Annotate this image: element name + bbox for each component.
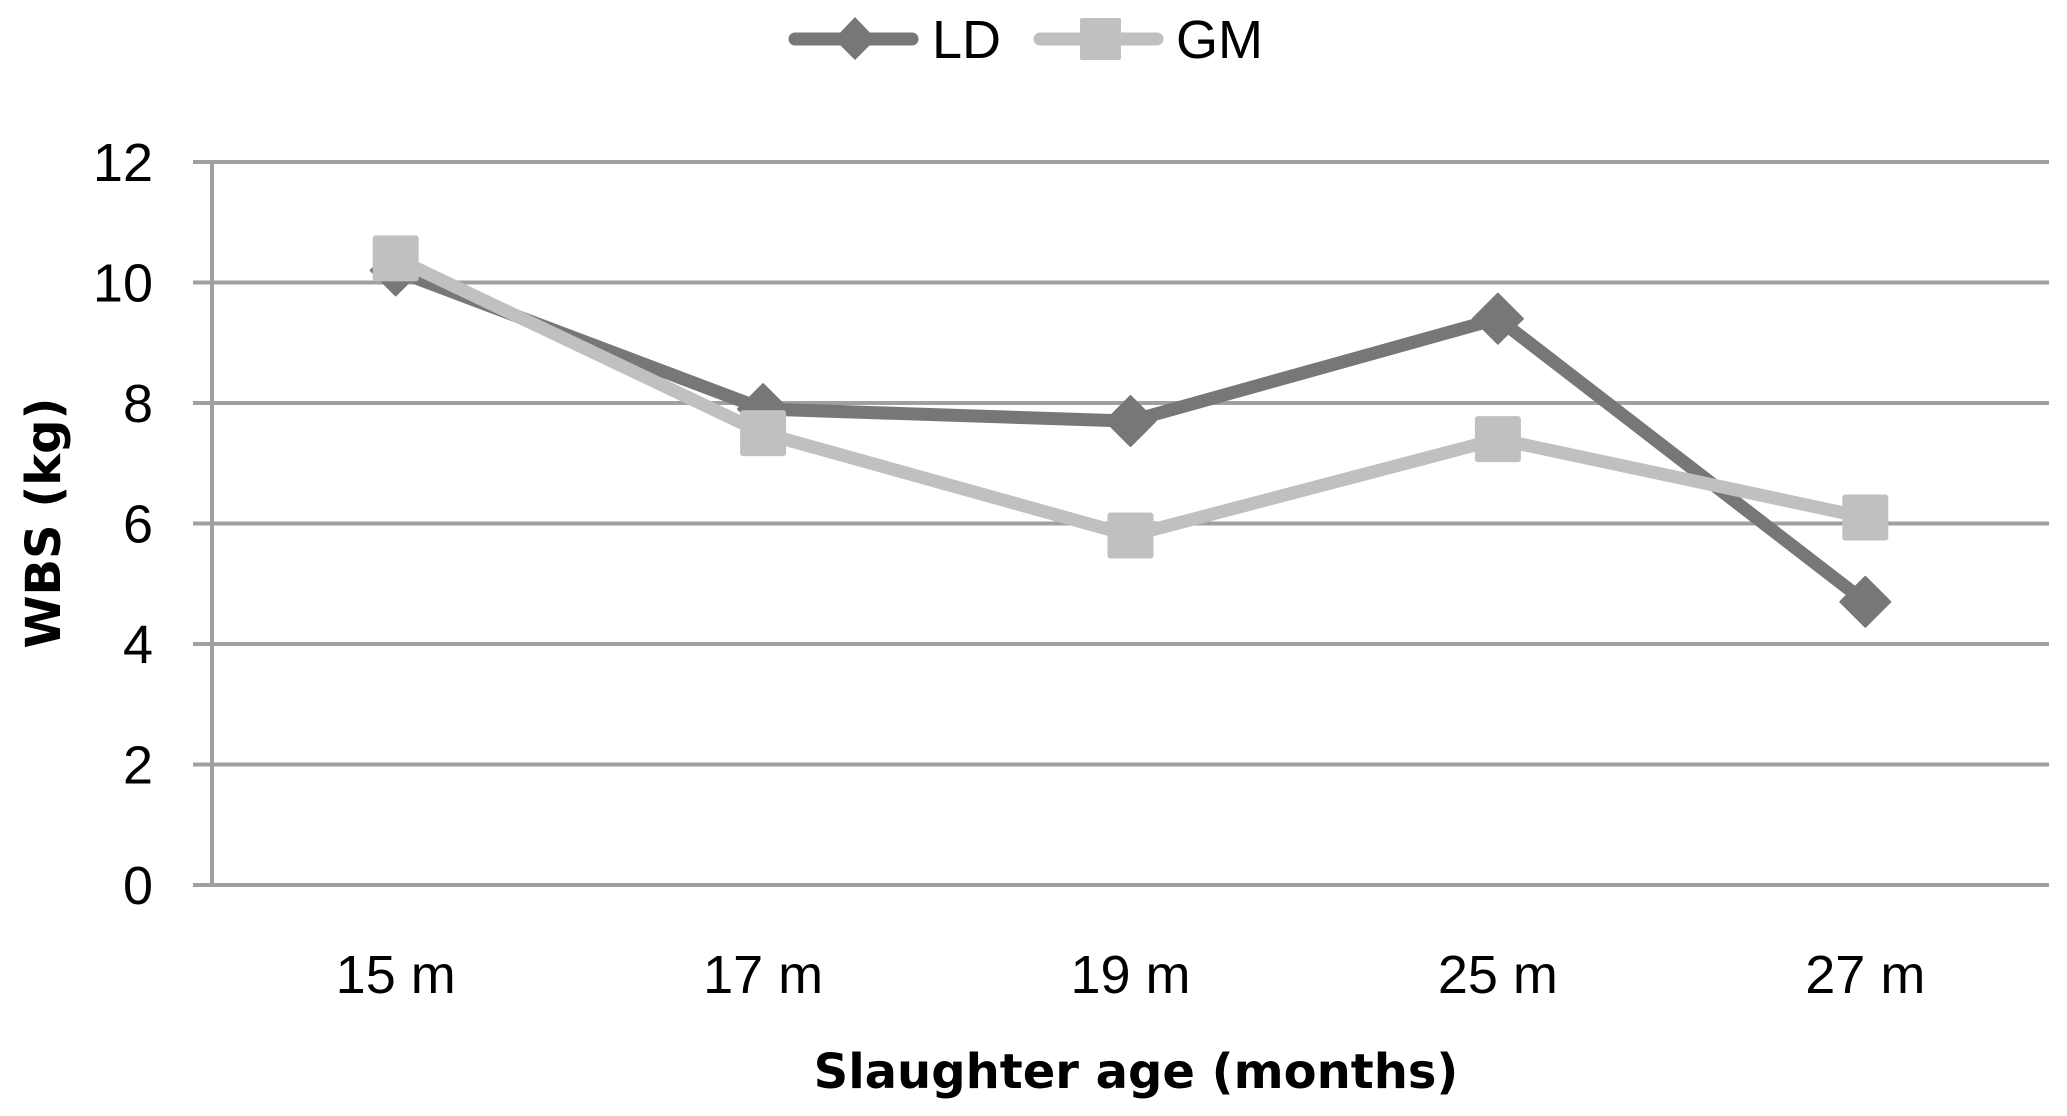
gridlines (193, 160, 2049, 887)
legend-item-ld: LD (788, 10, 1001, 70)
data-point-gm-3 (1474, 416, 1521, 463)
y-tick-label-10: 10 (93, 254, 153, 314)
x-tick-label-1: 17 m (703, 945, 823, 1005)
legend-gm-square-icon (1080, 18, 1121, 60)
data-point-gm-2 (1107, 512, 1154, 559)
y-tick-label-2: 2 (123, 736, 153, 796)
x-tick-label-2: 19 m (1070, 945, 1190, 1005)
series-ld (369, 244, 1892, 628)
data-point-ld-2 (1104, 395, 1157, 448)
x-tick-labels: 15 m 17 m 19 m 25 m 27 m (336, 945, 1926, 1005)
data-point-ld-3 (1471, 292, 1524, 345)
legend-ld-label: LD (932, 10, 1001, 70)
y-tick-label-12: 12 (93, 133, 153, 193)
x-tick-label-4: 27 m (1805, 945, 1925, 1005)
legend-ld-diamond-icon (834, 17, 876, 60)
series-gm (372, 235, 1889, 559)
legend-gm-label: GM (1176, 10, 1263, 70)
data-point-gm-0 (372, 235, 419, 282)
data-point-gm-1 (740, 410, 787, 457)
x-axis-title: Slaughter age (months) (814, 1044, 1459, 1100)
y-tick-label-6: 6 (123, 495, 153, 555)
y-tick-labels: 0 2 4 6 8 10 12 (93, 133, 153, 916)
x-tick-label-3: 25 m (1438, 945, 1558, 1005)
y-tick-label-8: 8 (123, 374, 153, 434)
data-point-ld-4 (1839, 575, 1892, 628)
y-tick-label-0: 0 (123, 856, 153, 916)
y-tick-label-4: 4 (123, 615, 153, 675)
legend-item-gm: GM (1033, 10, 1263, 70)
legend: LD GM (788, 10, 1263, 70)
x-tick-label-0: 15 m (336, 945, 456, 1005)
series (369, 235, 1892, 628)
y-axis-title: WBS (kg) (16, 398, 72, 649)
data-point-gm-4 (1842, 494, 1889, 541)
